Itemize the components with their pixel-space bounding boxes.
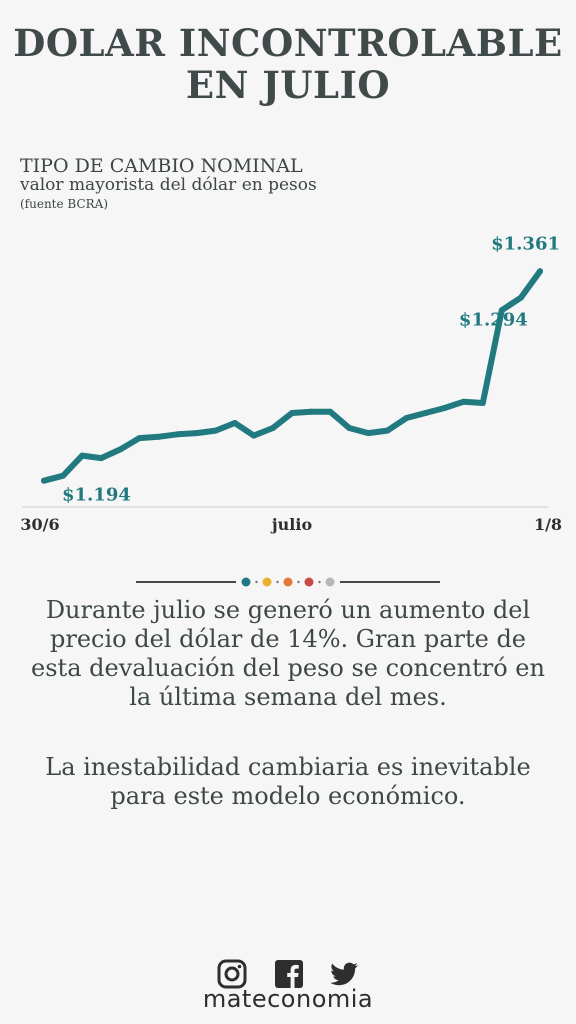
chart-description: valor mayorista del dólar en pesos — [20, 175, 317, 195]
data-point — [289, 409, 295, 416]
data-point — [479, 399, 486, 406]
data-point — [41, 477, 47, 484]
data-label: $1.361 — [491, 233, 560, 254]
data-point — [346, 425, 353, 432]
data-label: $1.294 — [459, 310, 528, 331]
divider — [136, 577, 440, 587]
data-point — [155, 433, 162, 440]
social-links — [216, 958, 362, 992]
x-tick-label: 1/8 — [534, 515, 562, 534]
data-point — [136, 435, 143, 442]
chart-subtitle-block: TIPO DE CAMBIO NOMINAL valor mayorista d… — [20, 156, 317, 214]
divider-dot — [241, 577, 251, 587]
divider-separator-dot — [255, 580, 258, 584]
brand-name: mateconomia — [202, 985, 374, 1013]
chart-subtitle: TIPO DE CAMBIO NOMINAL — [20, 155, 303, 177]
data-point — [98, 455, 105, 462]
page-title: DOLAR INCONTROLABLE EN JULIO — [13, 21, 563, 107]
divider-dot — [283, 577, 293, 587]
instagram-icon[interactable] — [216, 958, 248, 990]
data-point — [117, 446, 124, 453]
data-point — [327, 408, 334, 415]
x-tick-label: julio — [270, 515, 313, 534]
data-point — [498, 307, 505, 314]
data-point — [422, 409, 429, 416]
data-point — [403, 415, 410, 422]
data-point — [384, 427, 391, 434]
divider-separator-dot — [276, 580, 279, 584]
data-label: $1.194 — [62, 485, 131, 506]
data-point — [517, 294, 524, 301]
chart-source: (fuente BCRA) — [20, 197, 109, 211]
x-tick-label: 30/6 — [20, 515, 59, 534]
data-point — [193, 430, 200, 437]
divider-separator-dot — [297, 580, 300, 584]
body-paragraph-2: La inestabilidad cambiaria es inevitable… — [45, 753, 531, 810]
data-point — [441, 404, 448, 411]
data-point — [60, 472, 67, 479]
data-point — [365, 430, 372, 437]
body-paragraph-1: Durante julio se generó un aumento del p… — [31, 596, 545, 711]
divider-dot — [304, 577, 314, 587]
data-point — [460, 398, 467, 405]
data-point — [537, 268, 543, 275]
data-point — [269, 425, 276, 432]
divider-dot — [262, 577, 272, 587]
data-point — [174, 431, 181, 438]
data-point — [79, 452, 86, 459]
data-point — [250, 432, 257, 439]
data-point — [231, 420, 238, 427]
divider-dot — [325, 577, 335, 587]
line-chart: $1.194 $1.294 $1.361 30/6 julio 1/8 — [20, 233, 562, 534]
facebook-icon[interactable] — [273, 958, 305, 990]
chart-area: $1.194 $1.294 $1.361 30/6 julio 1/8 — [0, 220, 576, 550]
data-point — [308, 408, 315, 415]
divider-separator-dot — [318, 580, 321, 584]
twitter-icon[interactable] — [328, 958, 360, 990]
data-point — [212, 427, 219, 434]
